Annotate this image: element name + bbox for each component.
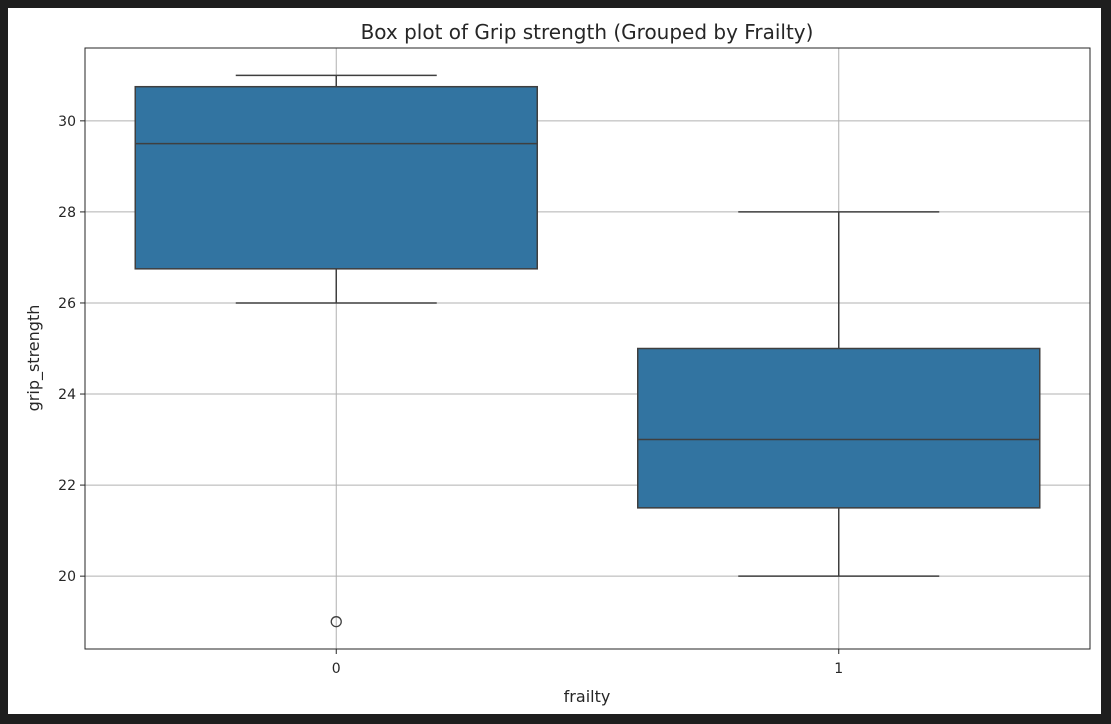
ticks: 20 22 24 26 28 30 0 1 <box>58 114 843 677</box>
y-tick-label: 20 <box>58 569 76 585</box>
y-tick-label: 22 <box>58 478 76 494</box>
box-group-0 <box>134 74 538 628</box>
y-tick-label: 26 <box>58 296 76 312</box>
y-tick-label: 28 <box>58 205 76 221</box>
x-tick-label: 0 <box>332 661 341 677</box>
chart-title: Box plot of Grip strength (Grouped by Fr… <box>361 20 814 44</box>
y-axis-title: grip_strength <box>24 305 44 412</box>
y-tick-label: 30 <box>58 114 76 130</box>
plot-frame <box>84 47 1091 650</box>
boxes <box>134 74 1041 628</box>
outlier-point <box>330 616 342 628</box>
x-axis-title: frailty <box>564 687 611 706</box>
box-group-1 <box>637 211 1041 577</box>
figure: 20 22 24 26 28 30 0 1 Box plot of Grip strength… <box>8 8 1101 714</box>
iqr-box <box>637 347 1041 509</box>
y-tick-label: 24 <box>58 387 76 403</box>
x-tick-label: 1 <box>834 661 843 677</box>
iqr-box <box>134 85 538 270</box>
box-plot-chart: 20 22 24 26 28 30 0 1 Box plot of Grip strength… <box>24 20 1091 706</box>
